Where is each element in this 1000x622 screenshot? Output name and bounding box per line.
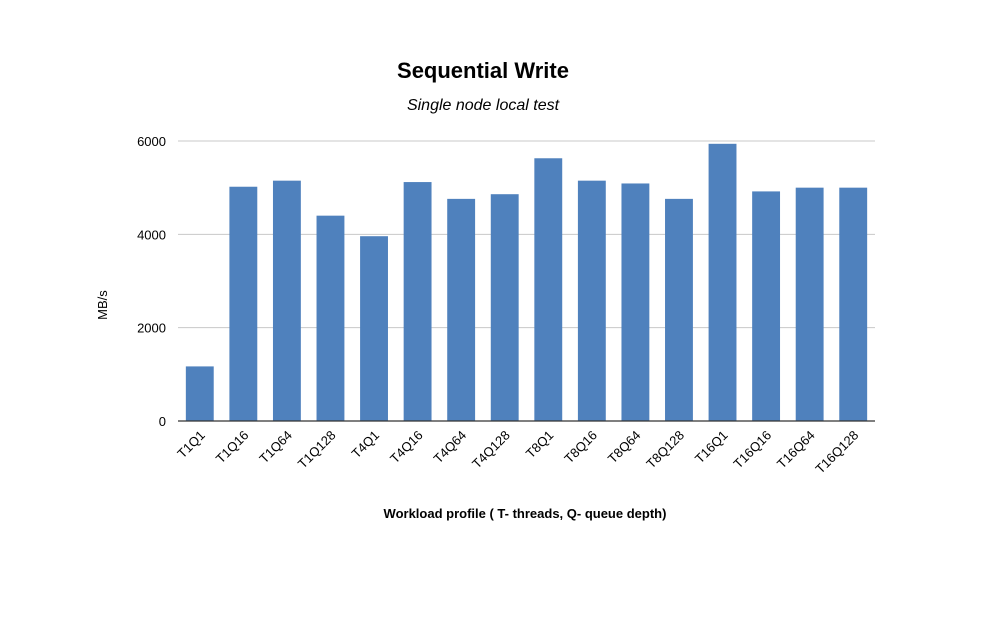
y-axis-ticks: 0 2000 4000 6000 — [137, 134, 166, 429]
y-tick-label: 6000 — [137, 134, 166, 149]
bar-t4q64 — [447, 198, 476, 421]
x-tick-label: T1Q128 — [295, 428, 339, 472]
x-tick-label: T16Q128 — [812, 428, 861, 477]
chart-title: Sequential Write — [397, 58, 569, 83]
x-axis-ticks: T1Q1 T1Q16 T1Q64 T1Q128 T4Q1 T4Q16 T4Q64 T4Q128… — [174, 428, 861, 477]
x-tick-label: T1Q1 — [174, 428, 208, 462]
x-tick-label: T4Q64 — [431, 428, 470, 467]
x-tick-label: T4Q128 — [469, 428, 513, 472]
x-tick-label: T8Q128 — [643, 428, 687, 472]
bar-t16q1 — [708, 143, 737, 422]
x-tick-label: T4Q1 — [349, 428, 383, 462]
y-tick-label: 2000 — [137, 321, 166, 336]
bar-t4q1 — [360, 236, 388, 421]
y-axis-title: MB/s — [95, 290, 110, 320]
x-tick-label: T8Q16 — [561, 428, 600, 467]
bar-t1q1 — [185, 366, 214, 421]
y-tick-label: 4000 — [137, 227, 166, 242]
x-tick-label: T1Q16 — [213, 428, 252, 467]
bar-t8q64 — [621, 183, 650, 421]
bar-t4q128 — [490, 194, 519, 421]
x-axis-title: Workload profile ( T- threads, Q- queue … — [384, 506, 667, 521]
bar-t1q64 — [272, 180, 301, 421]
bar-t16q16 — [752, 191, 781, 421]
x-tick-label: T8Q1 — [523, 428, 557, 462]
x-tick-label: T16Q16 — [730, 428, 774, 472]
bar-t8q1 — [534, 158, 563, 421]
x-tick-label: T4Q16 — [387, 428, 426, 467]
chart-subtitle: Single node local test — [407, 97, 560, 114]
bar-t16q128 — [839, 187, 868, 421]
x-tick-label: T1Q64 — [256, 428, 295, 467]
x-tick-label: T16Q64 — [774, 428, 818, 472]
bar-t16q64 — [795, 187, 824, 421]
bar-t1q128 — [316, 215, 345, 421]
bar-t1q16 — [229, 186, 258, 421]
bars — [185, 143, 868, 422]
x-tick-label: T8Q64 — [605, 428, 644, 467]
y-tick-label: 0 — [159, 414, 166, 429]
x-tick-label: T16Q1 — [692, 428, 731, 467]
bar-t8q128 — [665, 198, 693, 421]
bar-t8q16 — [577, 180, 606, 421]
bar-t4q16 — [403, 182, 432, 421]
